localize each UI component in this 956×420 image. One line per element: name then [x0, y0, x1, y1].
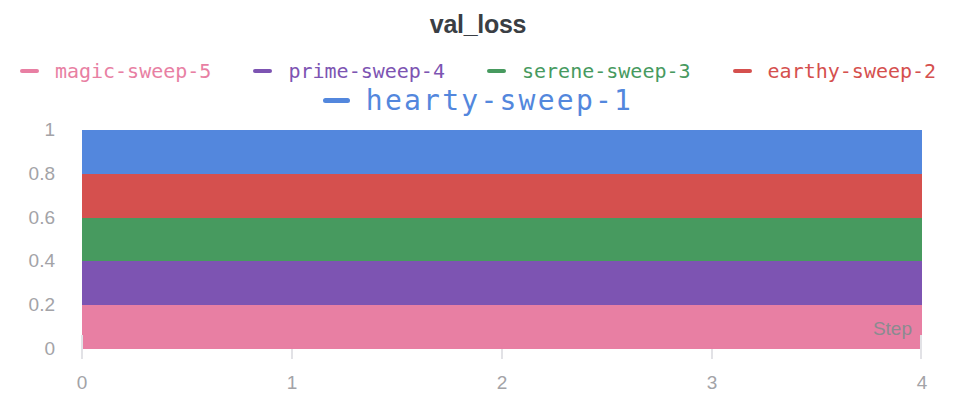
legend-item-serene-sweep-3[interactable]: serene-sweep-3 — [487, 59, 691, 83]
y-axis-tick-label: 0.8 — [0, 163, 55, 185]
legend-item-prime-sweep-4[interactable]: prime-sweep-4 — [253, 59, 445, 83]
y-axis-tick-label: 0.2 — [0, 294, 55, 316]
x-axis-tick-label: 1 — [270, 372, 314, 394]
legend-line-icon — [253, 69, 272, 73]
metric-chart-panel: val_loss magic-sweep-5 prime-sweep-4 ser… — [0, 0, 956, 420]
legend-item-hearty-sweep-1[interactable]: hearty-sweep-1 — [323, 84, 633, 117]
chart-title: val_loss — [0, 10, 956, 39]
area-band-prime-sweep-4 — [82, 261, 922, 305]
legend-label: prime-sweep-4 — [288, 59, 445, 83]
legend-label: magic-sweep-5 — [55, 59, 212, 83]
area-band-magic-sweep-5 — [82, 305, 922, 349]
x-tick-mark — [920, 335, 922, 359]
area-band-serene-sweep-3 — [82, 218, 922, 262]
x-tick-mark — [501, 349, 503, 359]
x-axis-title: Step — [873, 318, 912, 340]
legend-label: earthy-sweep-2 — [768, 59, 937, 83]
legend-item-earthy-sweep-2[interactable]: earthy-sweep-2 — [733, 59, 937, 83]
y-axis-tick-label: 0.4 — [0, 250, 55, 272]
legend-label: serene-sweep-3 — [522, 59, 691, 83]
x-tick-mark — [711, 349, 713, 359]
x-axis-tick-label: 2 — [480, 372, 524, 394]
y-axis-tick-label: 0.6 — [0, 207, 55, 229]
legend-line-icon — [20, 69, 39, 73]
plot-area[interactable] — [82, 130, 922, 349]
legend-line-icon — [323, 98, 350, 103]
x-axis-tick-label: 0 — [60, 372, 104, 394]
legend-label: hearty-sweep-1 — [366, 84, 633, 117]
area-band-earthy-sweep-2 — [82, 174, 922, 218]
legend-line-icon — [487, 69, 506, 73]
legend-row-2: hearty-sweep-1 — [0, 84, 956, 116]
legend-item-magic-sweep-5[interactable]: magic-sweep-5 — [20, 59, 212, 83]
y-axis-tick-label: 0 — [0, 338, 55, 360]
x-axis-tick-label: 4 — [900, 372, 944, 394]
x-axis-tick-label: 3 — [690, 372, 734, 394]
area-band-hearty-sweep-1 — [82, 130, 922, 174]
legend-row-1: magic-sweep-5 prime-sweep-4 serene-sweep… — [0, 58, 956, 84]
legend-line-icon — [733, 69, 752, 73]
x-tick-mark — [81, 335, 83, 359]
x-tick-mark — [291, 349, 293, 359]
y-axis-tick-label: 1 — [0, 119, 55, 141]
